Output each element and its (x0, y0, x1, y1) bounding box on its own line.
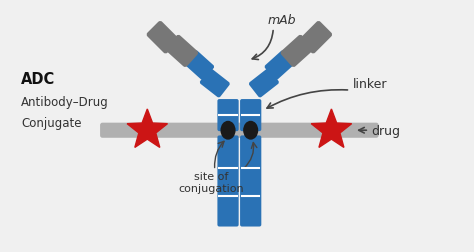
FancyBboxPatch shape (264, 51, 294, 80)
FancyBboxPatch shape (218, 100, 238, 132)
Ellipse shape (220, 121, 236, 140)
FancyBboxPatch shape (240, 136, 261, 227)
Text: drug: drug (372, 124, 401, 137)
FancyBboxPatch shape (240, 100, 261, 132)
FancyBboxPatch shape (281, 36, 313, 68)
Text: site of
conjugation: site of conjugation (178, 172, 244, 193)
Text: Conjugate: Conjugate (21, 116, 82, 129)
FancyBboxPatch shape (146, 22, 179, 54)
Text: linker: linker (353, 77, 387, 90)
FancyBboxPatch shape (218, 136, 238, 227)
FancyBboxPatch shape (100, 123, 379, 138)
Polygon shape (127, 110, 167, 148)
FancyBboxPatch shape (165, 36, 198, 68)
FancyBboxPatch shape (300, 22, 332, 54)
FancyBboxPatch shape (249, 69, 279, 98)
FancyBboxPatch shape (184, 51, 214, 80)
Text: ADC: ADC (21, 72, 55, 86)
FancyBboxPatch shape (200, 69, 230, 98)
Polygon shape (311, 110, 352, 148)
Text: Antibody–Drug: Antibody–Drug (21, 96, 109, 109)
Text: mAb: mAb (268, 14, 296, 27)
Ellipse shape (243, 121, 258, 140)
